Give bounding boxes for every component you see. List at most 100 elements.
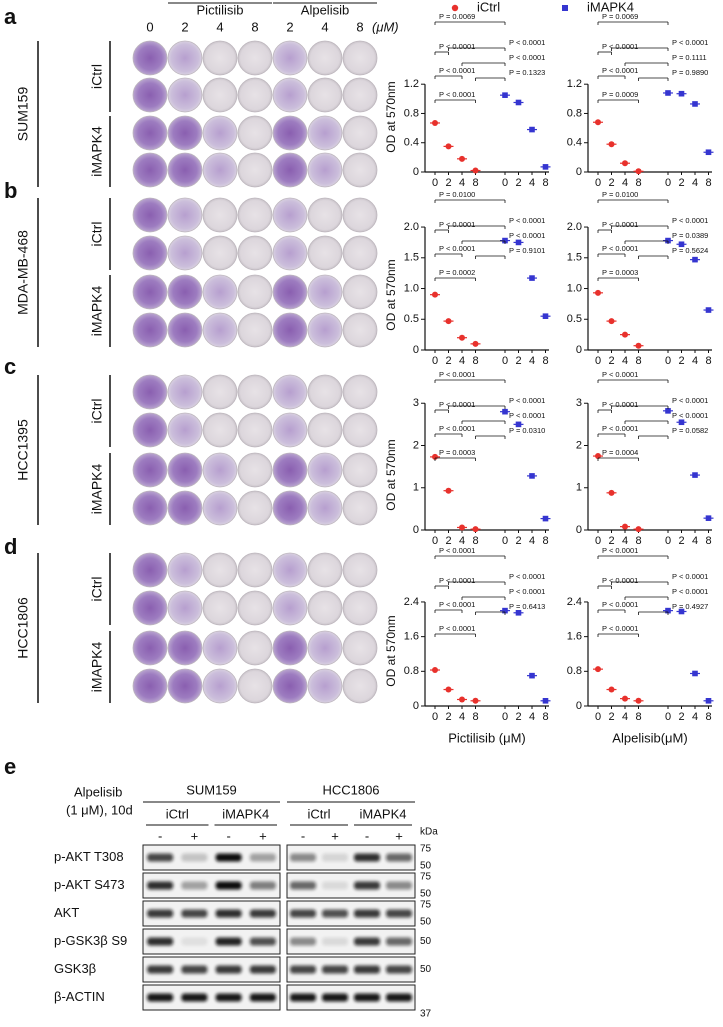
plate — [272, 412, 308, 448]
blot-band — [181, 937, 208, 946]
y-tick-label: 0.8 — [567, 665, 582, 677]
data-point — [542, 697, 549, 704]
y-tick-label: 3 — [413, 397, 419, 409]
treatment-sign: - — [226, 828, 230, 843]
panel-label: b — [4, 178, 17, 203]
blot-band — [354, 909, 380, 918]
y-tick-label: 1.0 — [404, 282, 419, 294]
kda-marker: 50 — [420, 917, 432, 928]
plate — [237, 552, 273, 588]
data-point — [502, 92, 508, 98]
row-label: iMAPK4 — [89, 642, 105, 693]
plate — [307, 590, 343, 626]
plate — [202, 490, 238, 526]
x-tick-label: 4 — [692, 535, 698, 547]
unit-label: (μM) — [372, 19, 399, 34]
blot-row-label: β-ACTIN — [54, 989, 105, 1004]
kda-label: kDa — [420, 827, 438, 838]
p-value: P < 0.0001 — [439, 244, 475, 253]
p-value: P < 0.0001 — [439, 220, 475, 229]
p-value: P < 0.0001 — [509, 231, 545, 240]
p-value: P = 0.0004 — [602, 448, 638, 457]
y-tick-label: 0.5 — [567, 313, 582, 325]
blot-band — [290, 881, 316, 890]
blot-band — [322, 993, 348, 1002]
p-value: P = 0.1111 — [672, 53, 707, 62]
p-value: P < 0.0001 — [602, 400, 638, 409]
y-tick-label: 1.5 — [567, 252, 582, 264]
y-tick-label: 0 — [576, 166, 582, 178]
plate — [342, 412, 378, 448]
x-tick-label: 8 — [705, 711, 711, 723]
x-tick-label: 2 — [608, 711, 614, 723]
panel-label: e — [4, 754, 16, 779]
plate — [237, 590, 273, 626]
plate — [132, 668, 168, 704]
blot-band — [354, 965, 380, 974]
data-point — [705, 515, 712, 521]
kda-marker: 50 — [420, 889, 432, 900]
plate — [342, 452, 378, 488]
plate — [342, 668, 378, 704]
blot-band — [290, 965, 316, 974]
plate — [202, 40, 238, 76]
plate — [237, 235, 273, 271]
blot-band — [386, 937, 412, 946]
treatment-sign: + — [259, 828, 267, 843]
data-point — [595, 453, 601, 460]
data-point — [529, 672, 535, 679]
x-tick-label: 4 — [459, 535, 465, 547]
plate — [307, 490, 343, 526]
row-label: iCtrl — [89, 577, 105, 602]
x-tick-label: 0 — [595, 535, 601, 547]
x-tick-label: 8 — [635, 711, 641, 723]
dose-label: 4 — [321, 19, 328, 34]
x-tick-label: 0 — [665, 177, 671, 189]
plate — [202, 630, 238, 666]
plate — [167, 630, 203, 666]
kda-marker: 75 — [420, 844, 432, 855]
p-value: P = 0.5624 — [672, 246, 708, 255]
x-tick-label: 8 — [705, 355, 711, 367]
blot-band — [147, 993, 174, 1002]
blot-band — [181, 909, 208, 918]
treatment-label: (1 μM), 10d — [66, 802, 133, 817]
plate — [132, 274, 168, 310]
data-point — [502, 607, 508, 614]
x-tick-label: 0 — [432, 177, 438, 189]
plate — [237, 115, 273, 151]
x-tick-label: 0 — [432, 355, 438, 367]
blot-band — [215, 881, 242, 890]
panel-label: c — [4, 354, 16, 379]
data-point — [692, 472, 698, 478]
blot-band — [147, 853, 174, 862]
blot-band — [181, 881, 208, 890]
legend-marker — [451, 4, 459, 12]
x-tick-label: 2 — [608, 535, 614, 547]
p-value: P < 0.0001 — [439, 546, 475, 555]
p-value: P < 0.0001 — [602, 370, 638, 379]
dose-label: 2 — [181, 19, 188, 34]
p-value: P < 0.0001 — [439, 66, 475, 75]
plate — [132, 312, 168, 348]
dose-label: 0 — [146, 19, 153, 34]
p-value: P < 0.0001 — [672, 411, 708, 420]
data-point — [622, 523, 628, 530]
plate — [307, 235, 343, 271]
p-value: P < 0.0001 — [602, 546, 638, 555]
treatment-sign: - — [365, 828, 369, 843]
plate — [272, 590, 308, 626]
plate — [237, 77, 273, 113]
data-point — [542, 164, 549, 170]
blot-band — [386, 853, 412, 862]
x-tick-label: 2 — [678, 177, 684, 189]
kda-marker: 50 — [420, 861, 432, 872]
x-tick-label: 4 — [529, 535, 535, 547]
x-tick-label: 8 — [705, 177, 711, 189]
plate — [307, 77, 343, 113]
data-point — [542, 313, 549, 319]
cell-line-label: HCC1806 — [322, 782, 379, 797]
cell-line-label: SUM159 — [15, 87, 31, 142]
plate — [272, 235, 308, 271]
